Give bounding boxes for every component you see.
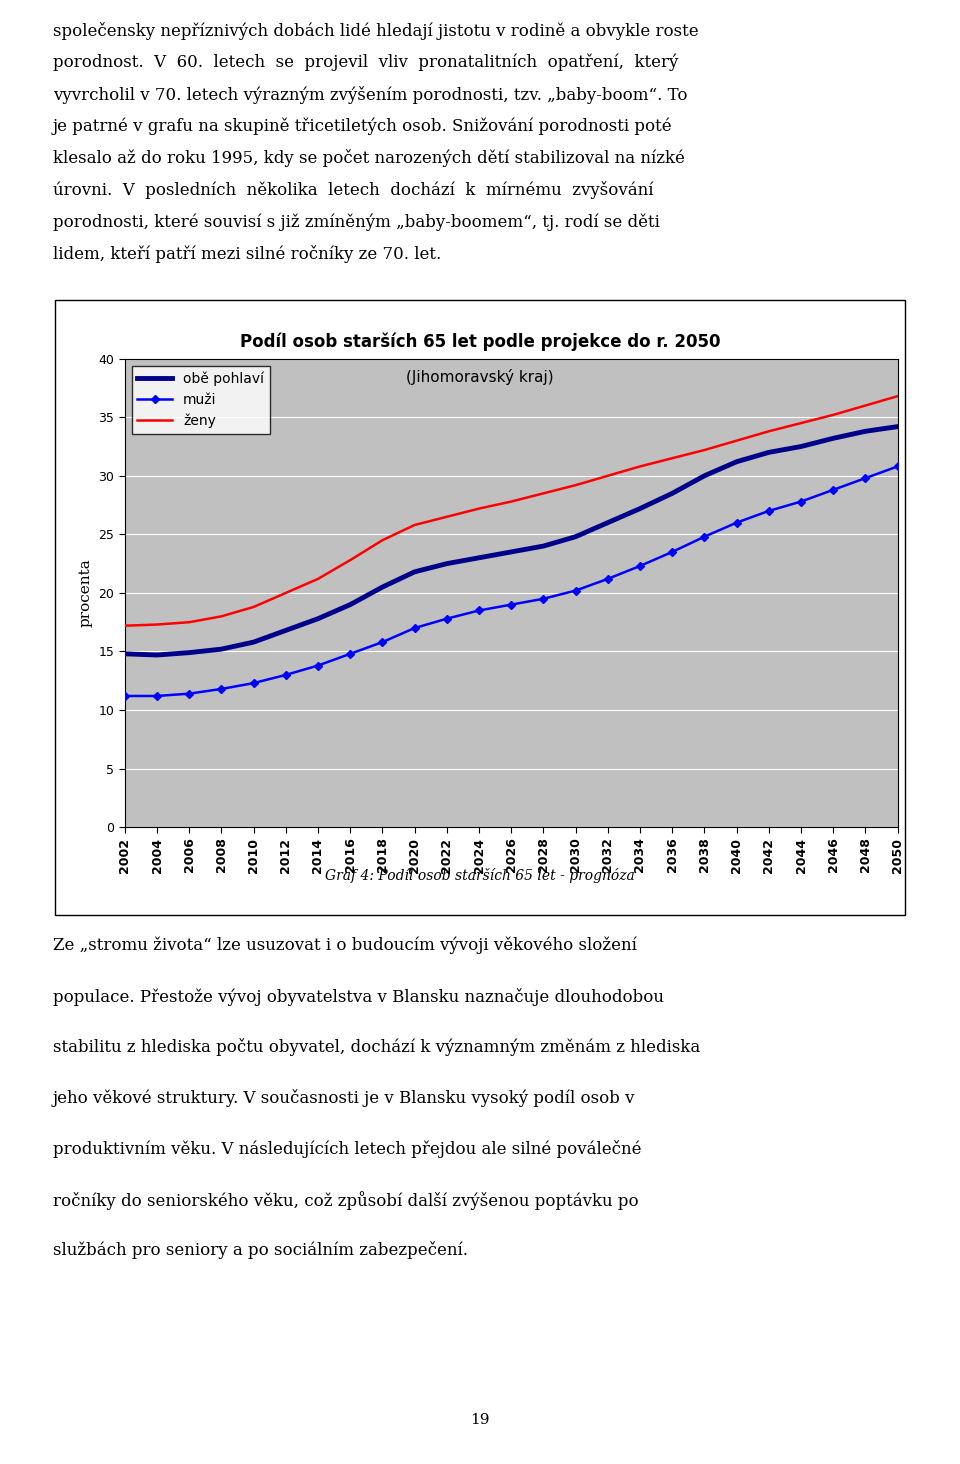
Text: klesalo až do roku 1995, kdy se počet narozených dětí stabilizoval na nízké: klesalo až do roku 1995, kdy se počet na… — [53, 149, 684, 167]
Text: 19: 19 — [470, 1413, 490, 1427]
Text: Graf 4: Podíl osob starších 65 let - prognóza: Graf 4: Podíl osob starších 65 let - pro… — [325, 868, 635, 883]
Text: Ze „stromu života“ lze usuzovat i o budoucím vývoji věkového složení: Ze „stromu života“ lze usuzovat i o budo… — [53, 937, 636, 955]
Text: lidem, kteří patří mezi silné ročníky ze 70. let.: lidem, kteří patří mezi silné ročníky ze… — [53, 244, 441, 264]
Y-axis label: procenta: procenta — [79, 559, 93, 627]
Text: úrovni.  V  posledních  několika  letech  dochází  k  mírnému  zvyšování: úrovni. V posledních několika letech doc… — [53, 182, 654, 199]
Legend: obě pohlaví, muži, ženy: obě pohlaví, muži, ženy — [132, 366, 270, 433]
Text: produktivním věku. V následujících letech přejdou ale silné poválečné: produktivním věku. V následujících letec… — [53, 1140, 641, 1158]
Text: Podíl osob starších 65 let podle projekce do r. 2050: Podíl osob starších 65 let podle projekc… — [240, 332, 720, 351]
Text: stabilitu z hlediska počtu obyvatel, dochází k významným změnám z hlediska: stabilitu z hlediska počtu obyvatel, doc… — [53, 1038, 700, 1057]
Text: vyvrcholil v 70. letech výrazným zvýšením porodnosti, tzv. „baby-boom“. To: vyvrcholil v 70. letech výrazným zvýšení… — [53, 86, 687, 104]
Text: populace. Přestože vývoj obyvatelstva v Blansku naznačuje dlouhodobou: populace. Přestože vývoj obyvatelstva v … — [53, 988, 663, 1006]
Text: je patrné v grafu na skupině třicetiletých osob. Snižování porodnosti poté: je patrné v grafu na skupině třicetiletý… — [53, 117, 672, 135]
Text: porodnosti, které souvisí s již zmíněným „baby-boomem“, tj. rodí se děti: porodnosti, které souvisí s již zmíněným… — [53, 214, 660, 231]
Text: společensky nepříznivých dobách lidé hledají jistotu v rodině a obvykle roste: společensky nepříznivých dobách lidé hle… — [53, 22, 699, 40]
Text: (Jihomoravský kraj): (Jihomoravský kraj) — [406, 369, 554, 385]
Text: službách pro seniory a po sociálním zabezpečení.: službách pro seniory a po sociálním zabe… — [53, 1241, 468, 1259]
Text: porodnost.  V  60.  letech  se  projevil  vliv  pronatalitních  opatření,  který: porodnost. V 60. letech se projevil vliv… — [53, 54, 678, 72]
Text: jeho věkové struktury. V současnosti je v Blansku vysoký podíl osob v: jeho věkové struktury. V současnosti je … — [53, 1089, 636, 1107]
Text: ročníky do seniorského věku, což způsobí další zvýšenou poptávku po: ročníky do seniorského věku, což způsobí… — [53, 1190, 638, 1209]
